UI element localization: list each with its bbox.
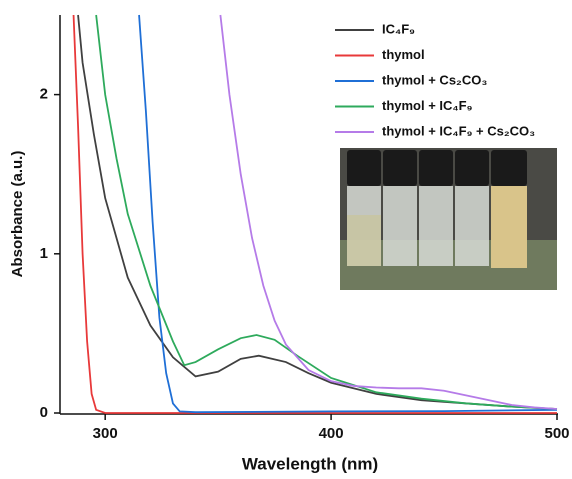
- legend-label: IC₄F₉: [382, 21, 415, 36]
- series-line: [95, 14, 558, 410]
- x-tick-label: 400: [319, 425, 344, 442]
- legend-label: thymol: [382, 47, 425, 62]
- x-tick-label: 300: [93, 425, 118, 442]
- y-axis-label: Absorbance (a.u.): [9, 151, 26, 278]
- legend-label: thymol + IC₄F₉ + Cs₂CO₃: [382, 123, 535, 138]
- y-tick-label: 2: [40, 86, 48, 103]
- inset-photo: [340, 148, 557, 290]
- legend-label: thymol + Cs₂CO₃: [382, 72, 487, 87]
- y-tick-label: 0: [40, 404, 48, 421]
- legend-label: thymol + IC₄F₉: [382, 98, 473, 113]
- series-line: [77, 14, 558, 410]
- series-line: [138, 14, 558, 414]
- x-axis-label: Wavelength (nm): [242, 454, 378, 473]
- y-tick-label: 1: [40, 245, 48, 262]
- x-tick-label: 500: [544, 425, 569, 442]
- series-line: [219, 14, 558, 410]
- series-line: [72, 14, 557, 414]
